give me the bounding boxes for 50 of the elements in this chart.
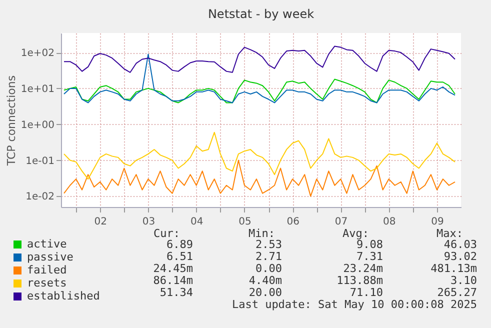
- y-tick-label: 1e-01: [26, 156, 54, 167]
- text: 51.34: [160, 286, 193, 300]
- text: Avg:: [342, 227, 369, 240]
- y-tick-label: 1e+02: [20, 48, 54, 60]
- legend-label: active: [27, 238, 67, 250]
- text: 265.27: [437, 286, 477, 300]
- text: 20.00: [248, 286, 282, 300]
- text: 481.13m: [430, 262, 477, 276]
- text: 6.89: [166, 238, 193, 252]
- x-tick-label: 06: [286, 216, 300, 228]
- text: 46.03: [444, 238, 477, 252]
- text: 0.00: [256, 262, 282, 276]
- x-tick-label: 09: [431, 216, 444, 228]
- legend-label: established: [27, 290, 100, 302]
- y-axis-title: TCP connections: [4, 75, 18, 167]
- text: 71.10: [350, 286, 383, 300]
- x-tick-label: 04: [190, 216, 204, 228]
- text: Last update: Sat May 10 00:00:08 2025: [232, 298, 477, 312]
- text: Cur:: [154, 227, 180, 240]
- text: 86.14m: [153, 274, 193, 288]
- legend-label: passive: [27, 250, 74, 264]
- line-series: [64, 46, 456, 73]
- line-series: [64, 132, 456, 180]
- chart-title: Netstat - by week: [208, 7, 314, 21]
- x-tick-label: 02: [94, 216, 107, 228]
- text: 6.51: [166, 250, 193, 264]
- x-tick-label: 08: [382, 216, 396, 228]
- text: Max:: [436, 227, 463, 240]
- y-tick-label: 1e-02: [26, 192, 54, 203]
- x-tick-label: 07: [334, 216, 348, 228]
- y-tick-label: 1e+01: [20, 84, 54, 95]
- x-tick-label: 03: [142, 216, 156, 228]
- text: 3.10: [450, 274, 477, 288]
- text: 93.02: [444, 250, 477, 264]
- text: 24.45m: [153, 262, 193, 276]
- line-series: [64, 160, 456, 197]
- text: 4.40m: [248, 274, 282, 288]
- y-tick-label: 1e+00: [20, 120, 54, 131]
- legend-label: resets: [27, 276, 67, 290]
- line-series: [64, 78, 456, 104]
- text: 23.24m: [343, 262, 383, 276]
- line-series: [64, 54, 456, 104]
- legend-label: failed: [27, 264, 67, 276]
- text: 2.53: [256, 238, 282, 252]
- text: 9.08: [356, 238, 383, 252]
- text: 113.88m: [336, 274, 383, 288]
- text: 7.31: [356, 250, 383, 264]
- text: Min:: [248, 227, 275, 240]
- text: 2.71: [256, 250, 282, 264]
- x-tick-label: 05: [238, 216, 252, 228]
